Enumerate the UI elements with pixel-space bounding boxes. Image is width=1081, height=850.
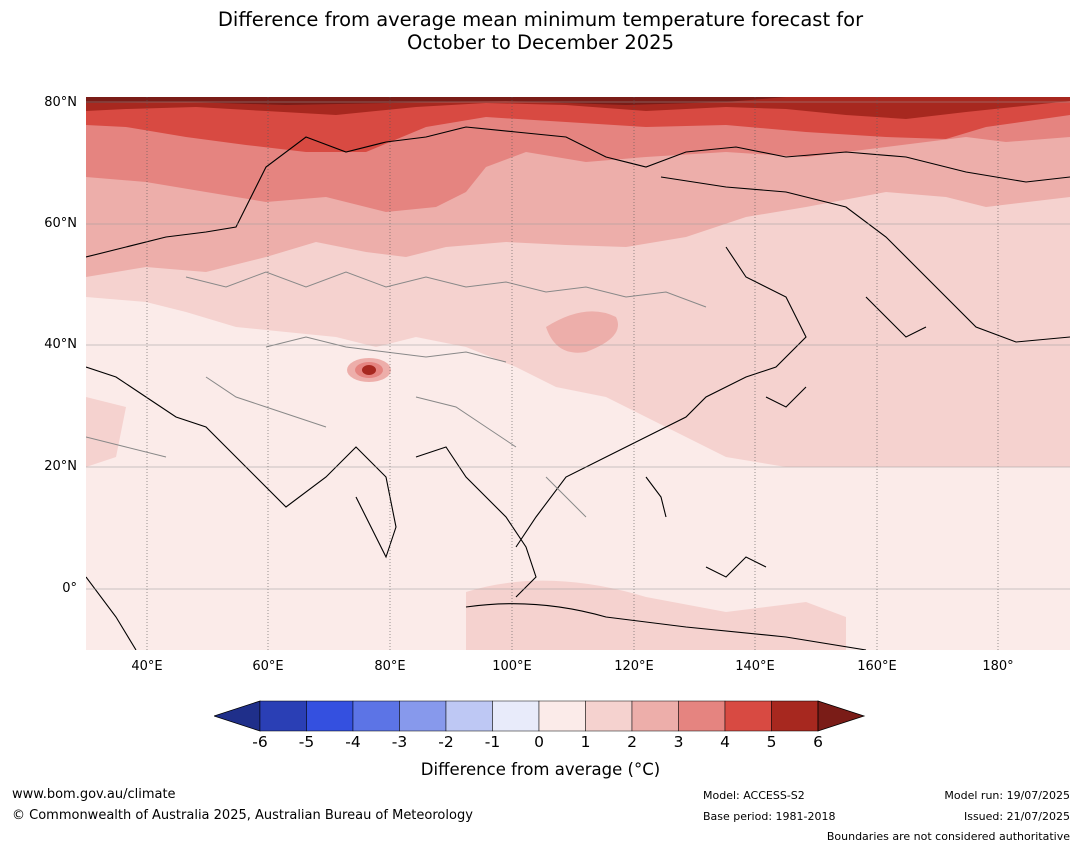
lon-label-140e: 140°E: [735, 659, 775, 674]
lon-label-80e: 80°E: [374, 659, 406, 674]
model-text: Model: ACCESS-S2: [703, 789, 805, 802]
title-line-1: Difference from average mean minimum tem…: [217, 8, 864, 31]
colorbar-tick-label: -1: [484, 733, 501, 751]
base-period-text: Base period: 1981-2018: [703, 810, 836, 823]
title-line-2: October to December 2025: [407, 31, 674, 54]
colorbar-label: Difference from average (°C): [420, 760, 661, 779]
colorbar-tick-label: 4: [720, 733, 730, 751]
coastlines: [86, 126, 1070, 650]
colorbar-tick-label: -2: [438, 733, 454, 751]
disclaimer-text: Boundaries are not considered authoritat…: [826, 830, 1070, 843]
lon-label-60e: 60°E: [252, 659, 284, 674]
country-boundaries: [86, 271, 707, 518]
colorbar-segment: [585, 700, 633, 732]
anomaly-band-1-2-west: [86, 397, 126, 467]
colorbar-tick-label: -4: [345, 733, 361, 751]
colorbar-segment: [259, 700, 307, 732]
lon-label-100e: 100°E: [492, 659, 532, 674]
lat-label-60n: 60°N: [44, 216, 77, 231]
colorbar-tick-label: -6: [252, 733, 268, 751]
colorbar-tick-label: 3: [673, 733, 684, 751]
lon-label-160e: 160°E: [857, 659, 897, 674]
colorbar-tick-label: 0: [534, 733, 544, 751]
anomaly-map: [86, 97, 1070, 650]
hotspot-inner: [362, 365, 376, 375]
model-run-text: Model run: 19/07/2025: [944, 789, 1070, 802]
latitude-lines: [86, 101, 1070, 590]
colorbar-tick-label: 2: [627, 733, 637, 751]
colorbar: [214, 700, 866, 732]
lon-label-180: 180°: [982, 659, 1014, 674]
anomaly-band-1-2-south: [466, 580, 846, 650]
graticule: [146, 97, 999, 650]
lat-label-40n: 40°N: [44, 337, 77, 352]
lon-label-40e: 40°E: [131, 659, 163, 674]
colorbar-tick-label: -3: [391, 733, 408, 751]
colorbar-tick-label: 1: [580, 733, 591, 751]
colorbar-segment: [492, 700, 540, 732]
colorbar-extend-high: [817, 700, 866, 732]
colorbar-segment: [306, 700, 354, 732]
map-canvas: [86, 97, 1070, 650]
lat-label-0: 0°: [62, 581, 77, 596]
colorbar-segment: [678, 700, 726, 732]
colorbar-segment: [352, 700, 400, 732]
anomaly-band-2-3-patch: [546, 311, 618, 353]
issued-text: Issued: 21/07/2025: [963, 810, 1070, 823]
website-link[interactable]: www.bom.gov.au/climate: [12, 787, 176, 802]
map-title: Difference from average mean minimum tem…: [0, 8, 1081, 54]
colorbar-segment: [631, 700, 679, 732]
copyright-text: © Commonwealth of Australia 2025, Austra…: [12, 808, 473, 823]
lon-label-120e: 120°E: [614, 659, 654, 674]
anomaly-band-above-6: [86, 97, 786, 105]
colorbar-segment: [399, 700, 447, 732]
colorbar-segment: [771, 700, 819, 732]
colorbar-segment: [538, 700, 586, 732]
colorbar-tick-label: 6: [813, 733, 823, 751]
colorbar-segment: [445, 700, 493, 732]
colorbar-extend-low: [214, 700, 261, 732]
lat-label-20n: 20°N: [44, 459, 77, 474]
lat-label-80n: 80°N: [44, 95, 77, 110]
colorbar-segment: [724, 700, 772, 732]
colorbar-tick-label: -5: [298, 733, 315, 751]
colorbar-tick-label: 5: [766, 733, 777, 751]
